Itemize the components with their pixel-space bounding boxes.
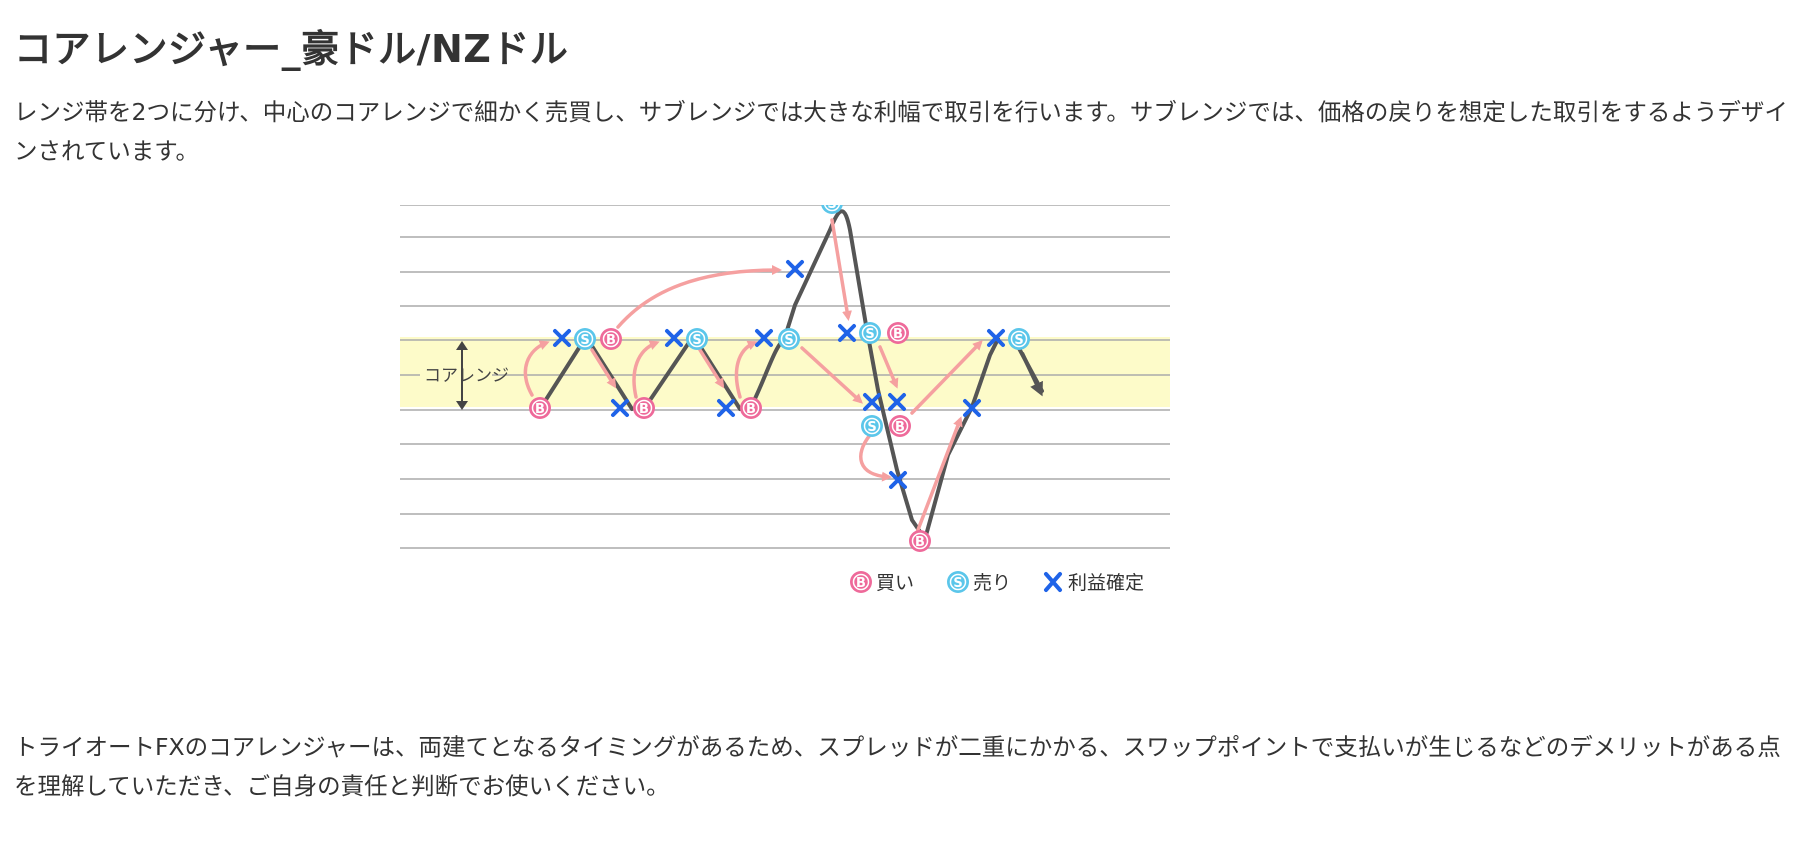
buy-marker: B	[529, 397, 551, 419]
sell-marker: S	[861, 415, 883, 437]
legend-buy-label: 買い	[876, 572, 914, 594]
trade-arrows	[523, 218, 983, 537]
sell-letter: S	[692, 333, 701, 348]
buy-letter: B	[856, 576, 866, 591]
page-title: コアレンジャー_豪ドル/NZドル	[14, 27, 569, 71]
core-range-bracket	[456, 341, 468, 410]
sell-marker: S	[686, 328, 708, 350]
legend-profit: 利益確定	[1044, 572, 1144, 594]
buy-letter: B	[746, 402, 756, 417]
sell-letter: S	[953, 576, 962, 591]
buy-marker: B	[740, 397, 762, 419]
sell-letter: S	[784, 333, 793, 348]
trend-arrow	[1020, 352, 1043, 397]
sell-marker: S	[778, 328, 800, 350]
buy-marker: B	[600, 328, 622, 350]
sell-letter: S	[1014, 333, 1023, 348]
buy-letter: B	[915, 535, 925, 550]
sell-marker: S	[1008, 328, 1030, 350]
legend-sell-label: 売り	[973, 572, 1011, 594]
buy-marker: B	[909, 530, 931, 552]
buy-marker: B	[889, 415, 911, 437]
profit-marks	[553, 260, 1005, 489]
price-line	[538, 209, 1044, 541]
sell-marker: S	[821, 205, 843, 214]
footer-paragraph: トライオートFXのコアレンジャーは、両建てとなるタイミングがあるため、スプレッド…	[14, 733, 1781, 800]
buy-letter: B	[895, 420, 905, 435]
sell-letter: S	[827, 205, 836, 212]
legend: B 買い S 売り 利益確定	[850, 571, 1144, 594]
buy-marker: B	[887, 322, 909, 344]
buy-letter: B	[639, 402, 649, 417]
sell-letter: S	[865, 327, 874, 342]
core-ranger-diagram: コアレンジ	[400, 205, 1400, 705]
buy-letter: B	[893, 327, 903, 342]
buy-letter: B	[606, 333, 616, 348]
sell-letter: S	[867, 420, 876, 435]
intro-paragraph: レンジ帯を2つに分け、中心のコアレンジで細かく売買し、サブレンジでは大きな利幅で…	[14, 98, 1788, 165]
core-range-label: コアレンジ	[424, 366, 509, 386]
diagram-svg: コアレンジ	[400, 205, 1170, 594]
price-level-lines	[400, 205, 1170, 549]
buy-markers: B B B B B B B	[529, 322, 931, 552]
sell-markers: S S S S S S S	[574, 205, 1030, 437]
sell-marker: S	[859, 322, 881, 344]
sell-letter: S	[580, 333, 589, 348]
legend-buy: B 買い	[850, 571, 914, 594]
legend-profit-label: 利益確定	[1068, 572, 1144, 594]
legend-sell: S 売り	[947, 571, 1011, 594]
buy-marker: B	[633, 397, 655, 419]
sell-marker: S	[574, 328, 596, 350]
buy-letter: B	[535, 402, 545, 417]
